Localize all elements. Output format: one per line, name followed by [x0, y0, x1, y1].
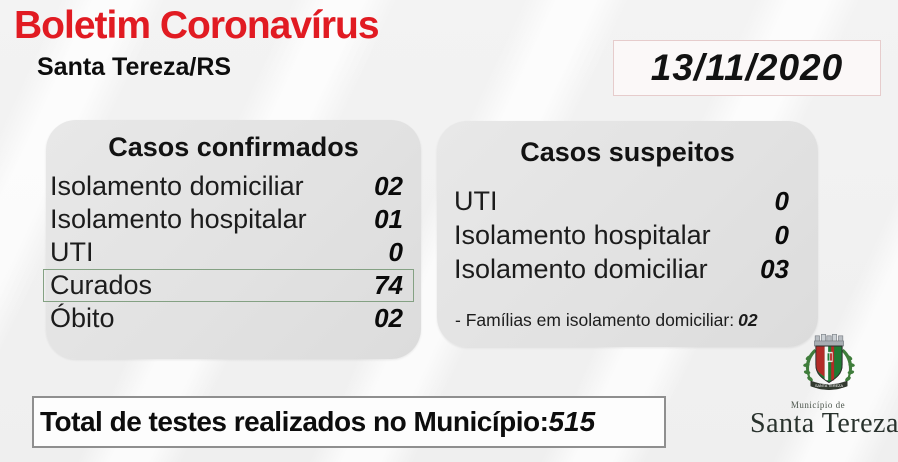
svg-text:SANTA TEREZA: SANTA TEREZA	[815, 384, 843, 388]
row-value: 74	[374, 270, 403, 300]
table-row: Isolamento domiciliar 03	[437, 252, 818, 286]
total-tests-label: Total de testes realizados no Município:	[40, 406, 549, 437]
total-tests-value: 515	[548, 406, 596, 437]
note-value: 02	[738, 310, 758, 330]
families-isolation-note: - Famílias em isolamento domiciliar: 02	[455, 310, 818, 331]
table-row: UTI 0	[437, 184, 818, 218]
row-label: Isolamento domiciliar	[454, 253, 708, 284]
suspected-rows: UTI 0 Isolamento hospitalar 0 Isolamento…	[437, 184, 818, 286]
row-value: 01	[374, 204, 403, 234]
row-label: Curados	[50, 270, 153, 300]
row-label: UTI	[50, 237, 94, 267]
row-label: Isolamento hospitalar	[454, 219, 711, 250]
date-box: 13/11/2020	[613, 40, 881, 96]
row-value: 0	[388, 237, 403, 267]
bulletin-date: 13/11/2020	[650, 47, 844, 88]
table-row-highlighted-curados: Curados 74	[43, 269, 414, 302]
row-value: 02	[374, 303, 403, 333]
laurel-wreath	[803, 348, 855, 383]
row-value: 0	[774, 185, 789, 216]
table-row: Óbito 02	[43, 302, 414, 335]
page-subtitle: Santa Tereza/RS	[37, 53, 232, 81]
crest-banner: SANTA TEREZA	[810, 380, 848, 391]
municipality-name-label: Santa Tereza	[750, 408, 898, 439]
row-label: Óbito	[50, 303, 115, 333]
municipality-prefix-label: Município de	[790, 400, 846, 410]
confirmed-cases-panel: Casos confirmados Isolamento domiciliar …	[43, 120, 421, 359]
confirmed-rows: Isolamento domiciliar 02 Isolamento hosp…	[43, 170, 421, 335]
suspected-cases-panel: Casos suspeitos UTI 0 Isolamento hospita…	[437, 121, 818, 347]
suspected-panel-title: Casos suspeitos	[520, 137, 735, 167]
mural-crown	[814, 334, 844, 347]
table-row: Isolamento hospitalar 0	[437, 218, 818, 252]
total-tests-box: Total de testes realizados no Município:…	[32, 396, 666, 448]
coat-of-arms-icon: SANTA TEREZA	[803, 334, 855, 391]
shield	[815, 345, 843, 384]
note-label: - Famílias em isolamento domiciliar:	[455, 310, 735, 330]
page-title: Boletim Coronavírus	[14, 4, 380, 47]
municipality-logo: SANTA TEREZA Município de Santa Tereza	[750, 330, 898, 456]
confirmed-panel-title: Casos confirmados	[108, 132, 359, 162]
row-label: Isolamento domiciliar	[50, 171, 304, 201]
row-value: 03	[760, 253, 789, 284]
row-label: Isolamento hospitalar	[50, 204, 307, 234]
table-row: Isolamento hospitalar 01	[43, 203, 414, 236]
row-value: 0	[774, 219, 789, 250]
table-row: UTI 0	[43, 236, 414, 269]
row-label: UTI	[454, 185, 498, 216]
table-row: Isolamento domiciliar 02	[43, 170, 414, 203]
row-value: 02	[374, 171, 403, 201]
